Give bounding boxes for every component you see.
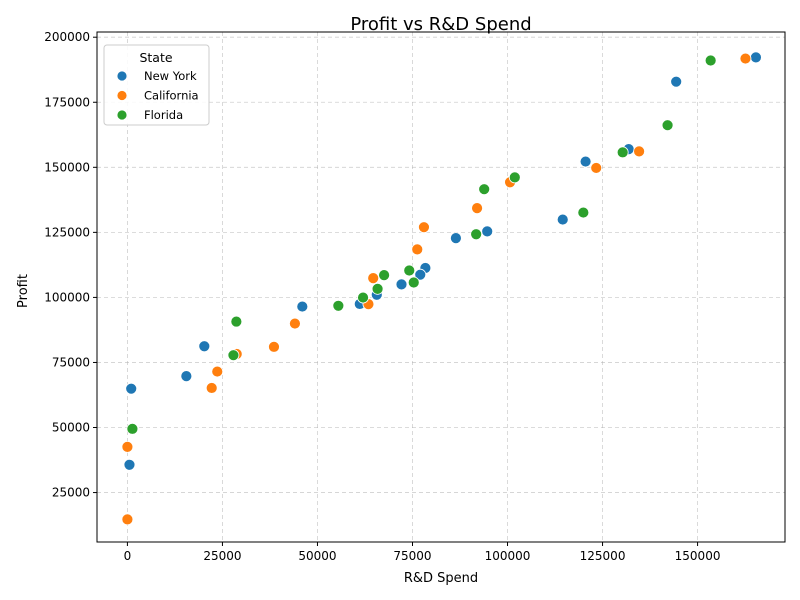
legend-label: Florida (144, 108, 183, 122)
y-axis-ticks: 25000 50000 75000 100000 125000 150000 175000 2… (44, 30, 97, 500)
data-point (367, 272, 380, 285)
data-point (577, 206, 590, 219)
legend-title: State (139, 50, 172, 65)
legend-marker (116, 109, 128, 121)
data-point (180, 370, 193, 382)
data-point (205, 382, 218, 394)
x-tick-label: 75000 (393, 549, 431, 563)
y-axis-label: Profit (16, 274, 31, 308)
data-point (121, 440, 134, 453)
series-florida (126, 54, 717, 435)
data-point (418, 221, 430, 234)
data-point (227, 349, 240, 362)
data-point (289, 317, 301, 330)
data-point (371, 282, 384, 295)
plot-frame (96, 31, 786, 543)
x-tick-label: 50000 (298, 549, 336, 563)
data-point (478, 183, 491, 196)
data-point (470, 228, 483, 241)
data-point (633, 145, 645, 158)
data-point (121, 513, 134, 526)
y-tick-label: 50000 (52, 421, 90, 435)
legend-label: California (144, 89, 199, 103)
y-tick-label: 150000 (44, 160, 90, 174)
data-point (378, 269, 391, 282)
legend-label: New York (144, 69, 197, 83)
y-tick-label: 125000 (44, 225, 90, 239)
y-tick-label: 175000 (44, 95, 90, 109)
legend: State New York California Florida (103, 44, 210, 126)
data-point (670, 75, 683, 88)
data-point (556, 213, 569, 226)
data-point (411, 243, 424, 256)
data-point (407, 276, 420, 289)
x-tick-label: 100000 (485, 549, 531, 563)
data-point (508, 171, 521, 184)
legend-items: New York California Florida (116, 69, 199, 122)
series-california (121, 52, 752, 526)
data-point (704, 54, 717, 67)
x-tick-label: 25000 (203, 549, 241, 563)
data-point (230, 315, 243, 328)
data-point (579, 155, 592, 168)
data-point (211, 365, 224, 378)
x-tick-label: 0 (124, 549, 132, 563)
data-point (750, 51, 762, 64)
data-point (471, 202, 483, 215)
y-tick-label: 25000 (52, 486, 90, 500)
legend-box (103, 44, 210, 126)
chart-title: Profit vs R&D Spend (350, 14, 531, 35)
data-point (332, 299, 345, 312)
data-point (123, 458, 136, 471)
data-point (357, 291, 369, 304)
data-point (198, 340, 211, 353)
x-axis-label: R&D Spend (404, 571, 478, 586)
data-point (616, 146, 629, 159)
data-point (403, 264, 416, 277)
data-point (395, 278, 408, 291)
data-point (739, 52, 752, 65)
data-point (268, 340, 280, 353)
x-tick-label: 150000 (675, 549, 721, 563)
data-point (481, 225, 494, 238)
data-point (126, 422, 139, 435)
x-tick-label: 125000 (580, 549, 626, 563)
y-tick-label: 100000 (44, 290, 90, 304)
data-point (590, 162, 603, 174)
legend-marker (116, 90, 128, 101)
legend-marker (116, 70, 128, 82)
data-points (121, 51, 762, 526)
data-point (414, 268, 427, 281)
data-point (450, 232, 462, 245)
data-point (296, 300, 309, 313)
data-point (125, 382, 138, 395)
x-axis-ticks: 0 25000 50000 75000 100000 125000 150000 (124, 542, 721, 563)
y-tick-label: 200000 (44, 30, 90, 44)
y-tick-label: 75000 (52, 355, 90, 369)
data-point (661, 119, 674, 132)
